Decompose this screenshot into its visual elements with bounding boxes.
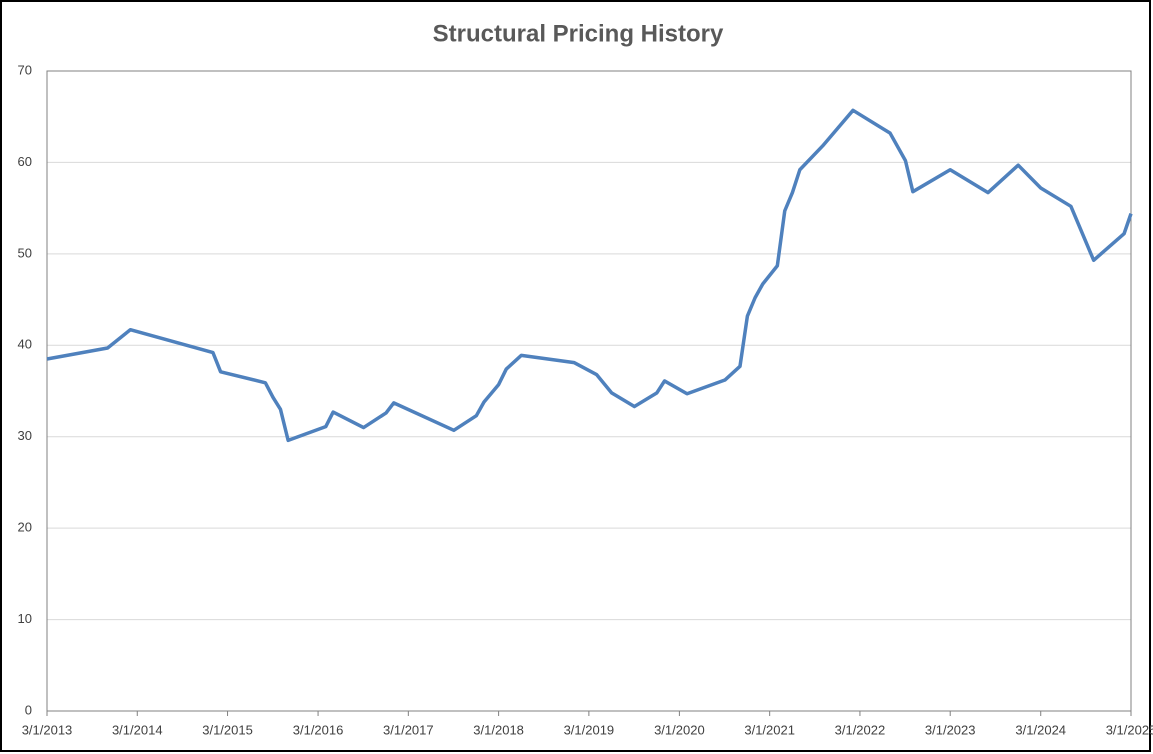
x-tick-label: 3/1/2016 [293,722,344,737]
chart-title: Structural Pricing History [433,20,724,47]
y-tick-label: 30 [18,428,32,443]
x-tick-label: 3/1/2015 [202,722,253,737]
x-tick-label: 3/1/2014 [112,722,163,737]
x-tick-label: 3/1/2021 [744,722,795,737]
y-tick-label: 70 [18,62,32,77]
y-tick-label: 50 [18,245,32,260]
x-tick-label: 3/1/2019 [564,722,615,737]
y-tick-label: 20 [18,520,32,535]
x-tick-label: 3/1/2017 [383,722,434,737]
y-tick-label: 0 [25,702,32,717]
y-tick-label: 10 [18,611,32,626]
y-tick-label: 40 [18,337,32,352]
x-tick-label: 3/1/2025 [1106,722,1153,737]
y-tick-label: 60 [18,154,32,169]
x-tick-label: 3/1/2013 [22,722,73,737]
x-tick-label: 3/1/2023 [925,722,976,737]
x-tick-label: 3/1/2020 [654,722,705,737]
x-tick-label: 3/1/2018 [473,722,524,737]
line-series [46,108,1133,443]
x-tick-label: 3/1/2022 [835,722,886,737]
x-tick-label: 3/1/2024 [1015,722,1066,737]
